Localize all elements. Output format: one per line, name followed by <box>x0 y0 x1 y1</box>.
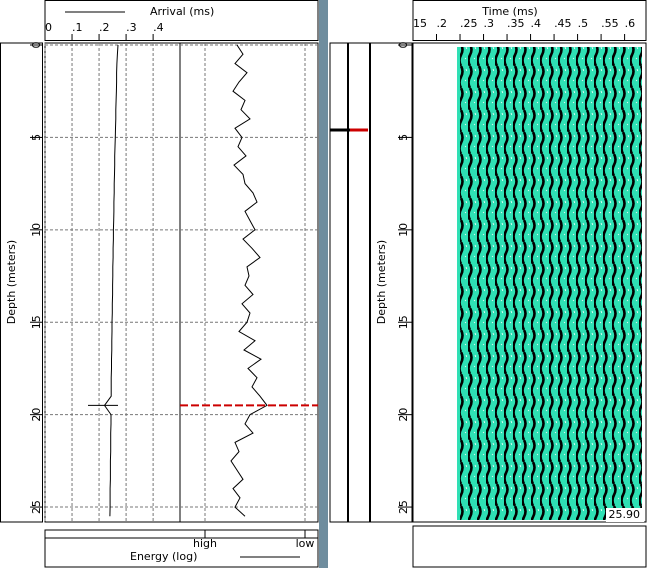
y-tick-label: 10 <box>30 223 43 237</box>
x-tick-label: 15 <box>413 17 427 30</box>
y-tick-label: 25 <box>397 500 410 514</box>
axis-label: Depth (meters) <box>375 240 388 324</box>
y-tick-label: 15 <box>397 315 410 329</box>
top-axis-box <box>412 0 647 41</box>
y-tick-label: 0 <box>397 42 410 49</box>
readout-bg <box>606 508 644 522</box>
x-tick-label: .35 <box>507 17 525 30</box>
axis-label: Depth (meters) <box>5 240 18 324</box>
x-tick-label: .1 <box>72 21 83 34</box>
y-tick-label: 0 <box>30 42 43 49</box>
x-tick-label: .3 <box>126 21 137 34</box>
splitter[interactable] <box>319 0 328 568</box>
y-tick-label: 5 <box>30 134 43 141</box>
x-tick-label: 0 <box>45 21 52 34</box>
x-tick-label: .4 <box>153 21 164 34</box>
axis-label: Time (ms) <box>481 5 537 18</box>
x-tick-label: .2 <box>99 21 110 34</box>
x-tick-label: .25 <box>460 17 478 30</box>
plot-frame <box>44 42 319 523</box>
depth-ruler <box>0 42 43 523</box>
x-tick-label: .3 <box>484 17 495 30</box>
y-tick-label: 10 <box>397 223 410 237</box>
x2-tick-label: low <box>296 537 315 550</box>
x2-tick-label: high <box>193 537 217 550</box>
y-tick-label: 25 <box>30 500 43 514</box>
top-axis-box <box>44 0 319 41</box>
series-line <box>103 44 119 517</box>
y-tick-label: 20 <box>30 408 43 422</box>
y-tick-label: 20 <box>397 408 410 422</box>
axis-label: Arrival (ms) <box>150 5 214 18</box>
x-tick-label: .2 <box>437 17 448 30</box>
x-tick-label: .6 <box>625 17 636 30</box>
seismic-image <box>460 47 642 520</box>
series-line <box>230 44 268 517</box>
bottom-box <box>412 525 647 568</box>
axis-label: Energy (log) <box>130 550 197 563</box>
x-tick-label: .55 <box>601 17 619 30</box>
plot-frame <box>412 42 647 523</box>
depth-readout: 25.90 <box>609 508 641 521</box>
x-tick-label: .4 <box>531 17 542 30</box>
bottom-axis-box <box>44 529 319 568</box>
x-tick-label: .45 <box>554 17 572 30</box>
y-tick-label: 15 <box>30 315 43 329</box>
x-tick-label: .5 <box>578 17 589 30</box>
y-tick-label: 5 <box>397 134 410 141</box>
